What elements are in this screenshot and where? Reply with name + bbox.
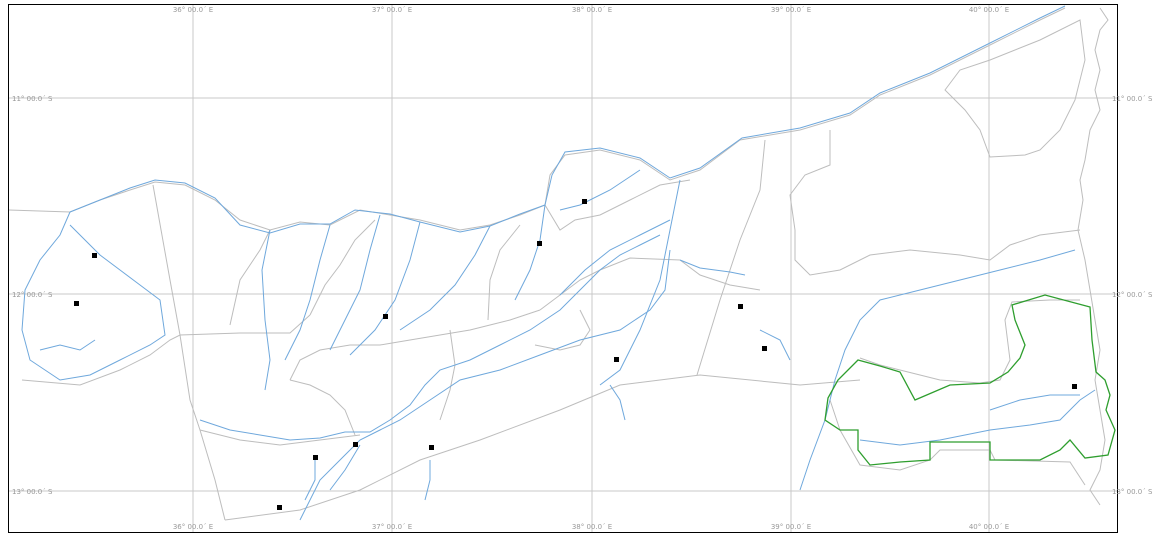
point-marker-6[interactable] (614, 357, 619, 362)
label-top-36e: 36° 00.0´ E (173, 6, 213, 14)
river-tributary-5 (399, 225, 491, 331)
graticule-labels-top: 36° 00.0´ E 37° 00.0´ E 38° 00.0´ E 39° … (173, 6, 1009, 14)
district-border-o (439, 329, 456, 421)
point-marker-9[interactable] (1072, 384, 1077, 389)
point-marker-11[interactable] (429, 445, 434, 450)
district-border-j (829, 399, 1086, 486)
river-main-a (299, 249, 671, 521)
label-right-12s: 12° 00.0´ S (1112, 291, 1153, 299)
district-border-g (944, 19, 1086, 158)
river-west-small (39, 339, 96, 351)
label-bottom-36e: 36° 00.0´ E (173, 523, 213, 531)
river-east-2 (859, 389, 1096, 446)
river-tributary-4 (349, 221, 421, 356)
point-marker-7[interactable] (738, 304, 743, 309)
district-border-s (289, 379, 356, 436)
river-west-loop (21, 211, 166, 381)
point-marker-4[interactable] (537, 241, 542, 246)
river-rovuma-north (69, 5, 1066, 234)
district-border-b (21, 314, 311, 386)
label-left-13s: 13° 00.0´ S (12, 488, 53, 496)
point-marker-3[interactable] (383, 314, 388, 319)
river-east-1 (799, 249, 1076, 491)
graticule-labels-right: 11° 00.0´ S 12° 00.0´ S 13° 00.0´ S (1112, 95, 1153, 496)
label-top-38e: 38° 00.0´ E (572, 6, 612, 14)
highlighted-area[interactable] (824, 294, 1116, 466)
river-lugenda (599, 179, 681, 386)
label-right-11s: 11° 00.0´ S (1112, 95, 1153, 103)
river-east-3 (989, 394, 1080, 411)
river-tributary-8 (559, 219, 671, 296)
district-border-q (487, 224, 521, 321)
district-border-l (309, 219, 376, 316)
district-border-r (544, 179, 691, 231)
graticule (9, 5, 1117, 532)
label-top-39e: 39° 00.0´ E (771, 6, 811, 14)
river-south-1 (609, 384, 626, 421)
label-left-11s: 11° 00.0´ S (12, 95, 53, 103)
district-border-p (229, 229, 271, 326)
label-top-37e: 37° 00.0´ E (372, 6, 412, 14)
eastern-coast (1077, 7, 1109, 506)
point-marker-5[interactable] (582, 199, 587, 204)
river-south-3 (304, 460, 316, 501)
district-border-m (539, 257, 681, 311)
district-border-n (534, 309, 591, 351)
label-bottom-38e: 38° 00.0´ E (572, 523, 612, 531)
point-marker-13[interactable] (277, 505, 282, 510)
district-border-k (289, 309, 541, 381)
point-markers (74, 199, 1077, 510)
label-top-40e: 40° 00.0´ E (969, 6, 1009, 14)
river-east-5 (759, 329, 791, 361)
point-marker-2[interactable] (74, 301, 79, 306)
label-bottom-39e: 39° 00.0´ E (771, 523, 811, 531)
river-tributary-7 (559, 169, 641, 211)
river-south-2 (424, 460, 431, 501)
district-border-h (679, 259, 761, 291)
river-tributary-1 (261, 229, 271, 391)
rivers (21, 5, 1096, 521)
label-bottom-40e: 40° 00.0´ E (969, 523, 1009, 531)
point-marker-1[interactable] (92, 253, 97, 258)
label-left-12s: 12° 00.0´ S (12, 291, 53, 299)
river-main-b (199, 234, 661, 441)
point-marker-10[interactable] (353, 442, 358, 447)
label-bottom-37e: 37° 00.0´ E (372, 523, 412, 531)
district-border-e (696, 139, 766, 376)
district-border-c (224, 374, 861, 521)
label-right-13s: 13° 00.0´ S (1112, 488, 1153, 496)
point-marker-8[interactable] (762, 346, 767, 351)
district-border-a (152, 184, 226, 521)
graticule-labels-left: 11° 00.0´ S 12° 00.0´ S 13° 00.0´ S (12, 95, 53, 496)
river-tributary-2 (284, 224, 331, 361)
river-east-4 (679, 259, 746, 276)
map-border (8, 4, 1118, 533)
graticule-labels-bottom: 36° 00.0´ E 37° 00.0´ E 38° 00.0´ E 39° … (173, 523, 1009, 531)
river-south-4 (329, 444, 361, 491)
district-border-d (199, 429, 361, 446)
district-border-f (789, 130, 1081, 276)
point-marker-12[interactable] (313, 455, 318, 460)
river-tributary-6 (514, 204, 546, 301)
river-tributary-3 (329, 214, 381, 351)
